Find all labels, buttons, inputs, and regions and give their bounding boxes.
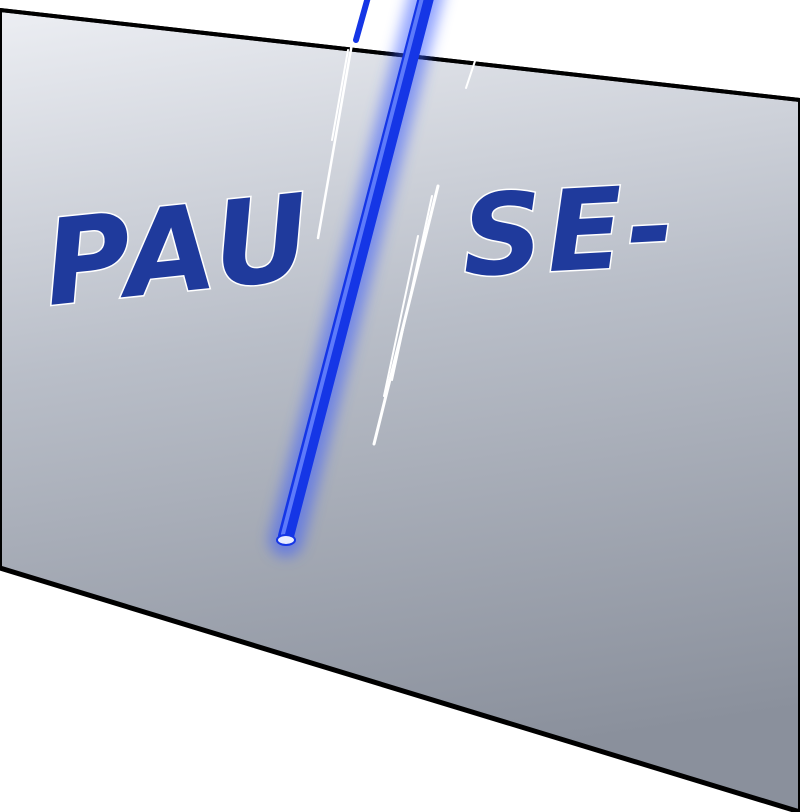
energy-beam (269, 0, 443, 557)
sfx-text-right: SE- (459, 161, 681, 302)
panel-border-bottom (0, 565, 800, 812)
sfx-text-left: PAU (38, 167, 320, 332)
speed-lines (316, 30, 477, 446)
